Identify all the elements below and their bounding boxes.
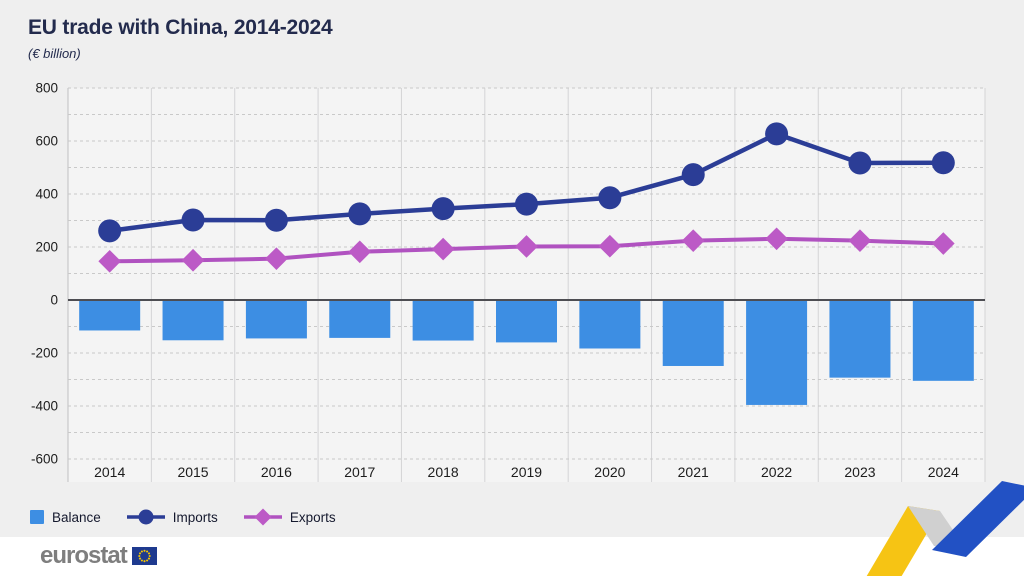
legend-label: Exports: [289, 509, 336, 525]
trade-chart: -600 -400 -200 0 200 400 600 800 2014 2015 2016 201…: [31, 81, 986, 482]
flag-star: [137, 554, 141, 558]
balance-bar-2024[interactable]: [912, 300, 974, 381]
x-tick-label: 2018: [428, 464, 459, 480]
y-tick-label: 800: [35, 81, 58, 96]
flag-star: [140, 550, 143, 553]
x-tick-label: 2020: [594, 464, 625, 480]
x-tick-label: 2017: [344, 464, 375, 480]
imports-point-2018[interactable]: [431, 197, 455, 221]
legend-item-exports[interactable]: Exports: [243, 508, 336, 526]
imports-point-2021[interactable]: [681, 163, 705, 187]
y-tick-label: -200: [31, 346, 58, 361]
x-tick-label: 2014: [94, 464, 125, 480]
y-tick-label: 400: [35, 187, 58, 202]
balance-bar-2021[interactable]: [662, 300, 724, 366]
imports-point-2023[interactable]: [848, 151, 872, 175]
exports-line-diamond-icon: [243, 508, 282, 526]
imports-point-2015[interactable]: [181, 208, 205, 232]
balance-bar-2022[interactable]: [746, 300, 808, 405]
imports-point-2022[interactable]: [765, 122, 789, 146]
y-tick-label: 600: [35, 134, 58, 149]
chart-header: EU trade with China, 2014-2024 (€ billio…: [28, 16, 333, 61]
imports-point-2014[interactable]: [98, 219, 122, 243]
flag-star: [147, 552, 150, 555]
eurostat-logo-text: eurostat: [40, 542, 128, 569]
page-title: EU trade with China, 2014-2024: [28, 16, 333, 39]
x-tick-label: 2019: [511, 464, 542, 480]
imports-point-2016[interactable]: [264, 208, 288, 232]
flag-star: [140, 559, 143, 562]
y-tick-label: 200: [35, 240, 58, 255]
balance-bar-2020[interactable]: [579, 300, 641, 349]
x-tick-label: 2021: [678, 464, 709, 480]
legend-item-balance[interactable]: Balance: [30, 510, 101, 525]
chart-legend: Balance Imports Exports: [30, 504, 336, 530]
flag-star: [147, 557, 150, 560]
x-tick-label: 2015: [177, 464, 208, 480]
imports-point-2020[interactable]: [598, 186, 622, 210]
legend-label: Imports: [172, 509, 218, 525]
balance-square-icon: [30, 510, 44, 524]
y-tick-label: -600: [31, 452, 58, 467]
eu-flag-icon: [131, 547, 157, 565]
exports-point-2014[interactable]: [98, 249, 121, 273]
flag-star: [145, 559, 148, 562]
balance-bar-2023[interactable]: [829, 300, 891, 378]
imports-point-2017[interactable]: [348, 202, 372, 226]
balance-bar-2019[interactable]: [496, 300, 557, 343]
balance-bar-2016[interactable]: [245, 300, 307, 339]
legend-item-imports[interactable]: Imports: [126, 508, 218, 526]
footer-bar: eurostat: [0, 537, 1024, 576]
flag-star: [145, 550, 148, 553]
chart-subtitle: (€ billion): [28, 46, 81, 61]
flag-star: [148, 554, 151, 558]
eurostat-logo[interactable]: eurostat: [40, 544, 157, 568]
flag-star: [143, 560, 146, 563]
legend-label: Balance: [52, 509, 101, 525]
balance-bar-2017[interactable]: [329, 300, 391, 338]
balance-bar-2014[interactable]: [79, 300, 141, 331]
imports-line-circle-icon: [126, 509, 165, 525]
flag-star: [138, 557, 141, 560]
x-tick-label: 2022: [761, 464, 792, 480]
balance-bar-2015[interactable]: [162, 300, 224, 341]
x-tick-label: 2023: [844, 464, 875, 480]
flag-star: [143, 549, 146, 552]
flag-star: [138, 552, 141, 555]
imports-point-2024[interactable]: [931, 151, 955, 175]
balance-bar-2018[interactable]: [412, 300, 474, 341]
y-tick-label: 0: [50, 293, 58, 308]
x-tick-label: 2016: [261, 464, 292, 480]
y-tick-label: -400: [31, 399, 58, 414]
imports-point-2019[interactable]: [515, 192, 538, 216]
x-tick-label: 2024: [928, 464, 959, 480]
plot-area: [68, 88, 985, 482]
